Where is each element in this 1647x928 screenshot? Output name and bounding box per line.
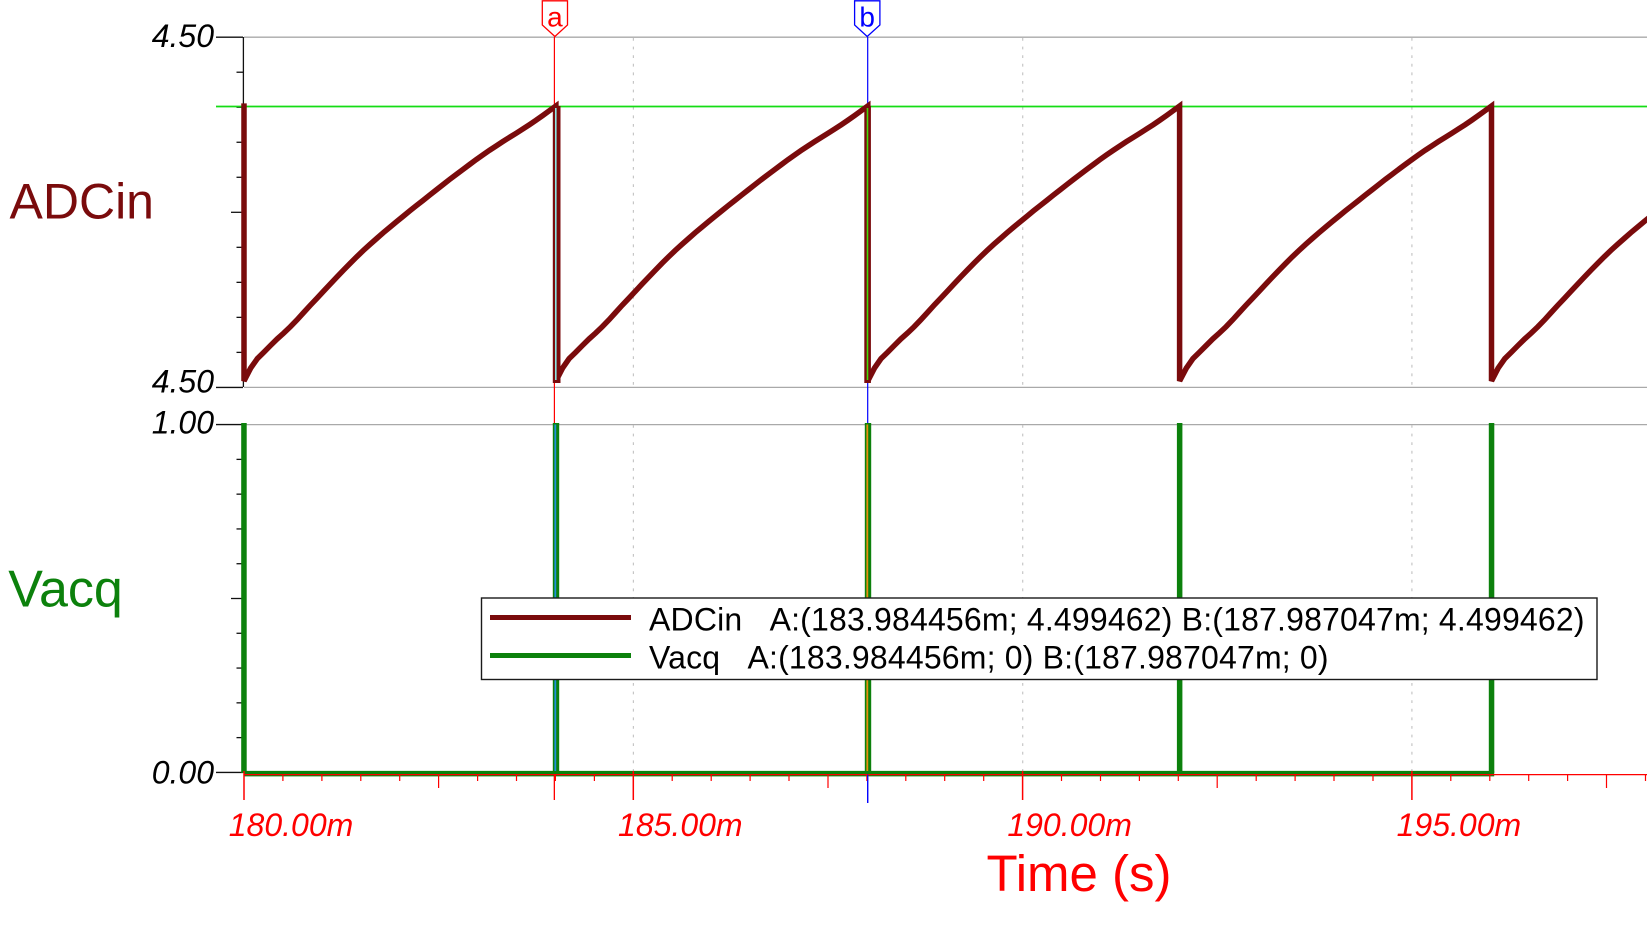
svg-text:ADCin A:(183.984456m; 4.4994: ADCin A:(183.984456m; 4.499462) B:(187.9… [649,602,1585,638]
svg-text:195.00m: 195.00m [1397,807,1522,843]
svg-text:a: a [547,2,563,33]
svg-text:0.00: 0.00 [152,755,214,791]
svg-text:Vacq: Vacq [8,560,123,618]
svg-text:Vacq A:(183.984456m; 0) B:(1: Vacq A:(183.984456m; 0) B:(187.987047m; … [649,640,1329,676]
svg-text:4.50: 4.50 [152,364,214,400]
svg-text:ADCin: ADCin [10,173,154,229]
svg-text:b: b [859,2,875,33]
svg-text:190.00m: 190.00m [1007,807,1132,843]
svg-text:185.00m: 185.00m [618,807,743,843]
svg-text:1.00: 1.00 [152,405,214,441]
svg-text:180.00m: 180.00m [229,807,354,843]
svg-text:4.50: 4.50 [152,18,214,54]
svg-text:Time (s): Time (s) [986,845,1171,902]
